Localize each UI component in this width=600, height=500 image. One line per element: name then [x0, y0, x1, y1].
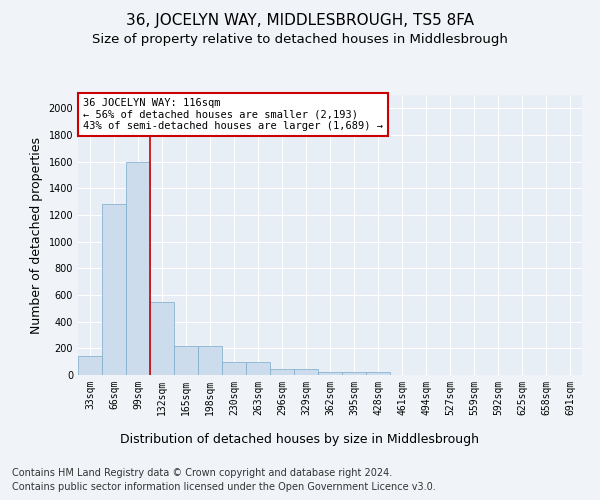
Bar [342, 372, 366, 375]
Text: Size of property relative to detached houses in Middlesbrough: Size of property relative to detached ho… [92, 32, 508, 46]
Bar [174, 346, 198, 375]
Bar [246, 362, 270, 375]
Bar [222, 362, 246, 375]
Bar [78, 356, 102, 375]
Bar [102, 204, 126, 375]
Bar [270, 369, 294, 375]
Text: Contains public sector information licensed under the Open Government Licence v3: Contains public sector information licen… [12, 482, 436, 492]
Bar [318, 372, 342, 375]
Y-axis label: Number of detached properties: Number of detached properties [30, 136, 43, 334]
Bar [294, 369, 318, 375]
Text: Distribution of detached houses by size in Middlesbrough: Distribution of detached houses by size … [121, 432, 479, 446]
Bar [150, 302, 174, 375]
Bar [126, 162, 150, 375]
Text: 36, JOCELYN WAY, MIDDLESBROUGH, TS5 8FA: 36, JOCELYN WAY, MIDDLESBROUGH, TS5 8FA [126, 12, 474, 28]
Text: 36 JOCELYN WAY: 116sqm
← 56% of detached houses are smaller (2,193)
43% of semi-: 36 JOCELYN WAY: 116sqm ← 56% of detached… [83, 98, 383, 131]
Text: Contains HM Land Registry data © Crown copyright and database right 2024.: Contains HM Land Registry data © Crown c… [12, 468, 392, 477]
Bar [198, 346, 222, 375]
Bar [366, 372, 390, 375]
